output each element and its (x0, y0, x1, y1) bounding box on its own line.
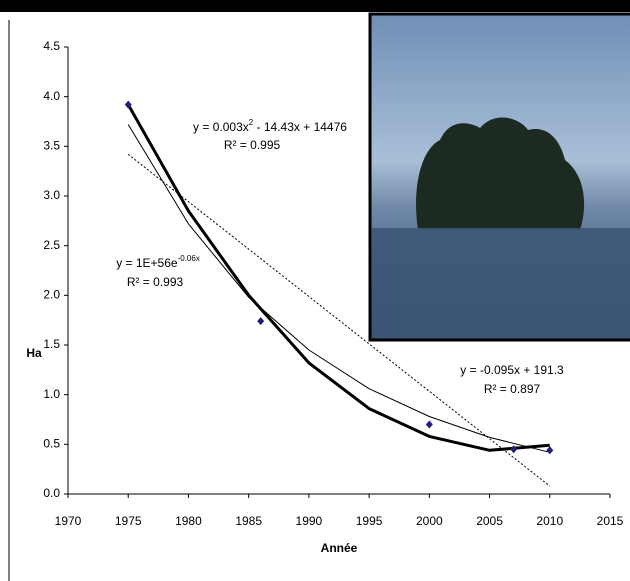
x-tick-label: 2000 (416, 514, 443, 528)
data-point (124, 100, 132, 109)
y-tick-label: 1.0 (43, 387, 60, 401)
equation-text: y = 0.003x (193, 120, 249, 134)
x-tick-label: 2010 (536, 514, 563, 528)
trendline (127, 153, 551, 487)
cropped-title-bar (0, 0, 630, 12)
x-tick-label: 2015 (597, 514, 624, 528)
x-tick-label: 1970 (55, 514, 82, 528)
x-tick-label: 1990 (296, 514, 323, 528)
y-tick-label: 4.5 (43, 39, 60, 53)
y-tick-label: 4.0 (43, 89, 60, 103)
y-tick-label: 3.0 (43, 188, 60, 202)
trend-r2: R² = 0.995 (224, 138, 281, 152)
data-point (425, 420, 433, 429)
equation-sup: -0.06x (178, 254, 200, 263)
x-axis-label: Année (321, 541, 358, 555)
y-tick-label: 2.5 (43, 238, 60, 252)
y-tick-label: 2.0 (43, 288, 60, 302)
trend-equation: y = 1E+56e-0.06x (116, 254, 200, 270)
trendline (127, 124, 550, 453)
x-tick-label: 2005 (476, 514, 503, 528)
y-tick-label: 0.5 (43, 437, 60, 451)
equation-text: y = -0.095x + 191.3 (460, 363, 564, 377)
equation-sup: 2 (249, 118, 254, 127)
y-axis-label: Ha (26, 346, 42, 360)
equation-text: - 14.43x + 14476 (253, 120, 347, 134)
trend-equation: y = -0.095x + 191.3 (460, 363, 564, 377)
equation-text: y = 1E+56e (116, 256, 178, 270)
trend-r2: R² = 0.897 (484, 382, 541, 396)
y-tick-label: 0.0 (43, 486, 60, 500)
x-tick-label: 1975 (115, 514, 142, 528)
x-tick-label: 1995 (356, 514, 383, 528)
data-point (546, 446, 554, 455)
data-point (257, 317, 265, 326)
data-point (510, 445, 518, 454)
photo (368, 12, 630, 342)
trendline (126, 103, 550, 452)
y-tick-label: 1.5 (43, 337, 60, 351)
trend-equation: y = 0.003x2 - 14.43x + 14476 (193, 118, 347, 134)
x-tick-label: 1985 (235, 514, 262, 528)
trend-r2: R² = 0.993 (127, 275, 184, 289)
y-tick-label: 3.5 (43, 139, 60, 153)
x-tick-label: 1980 (175, 514, 202, 528)
